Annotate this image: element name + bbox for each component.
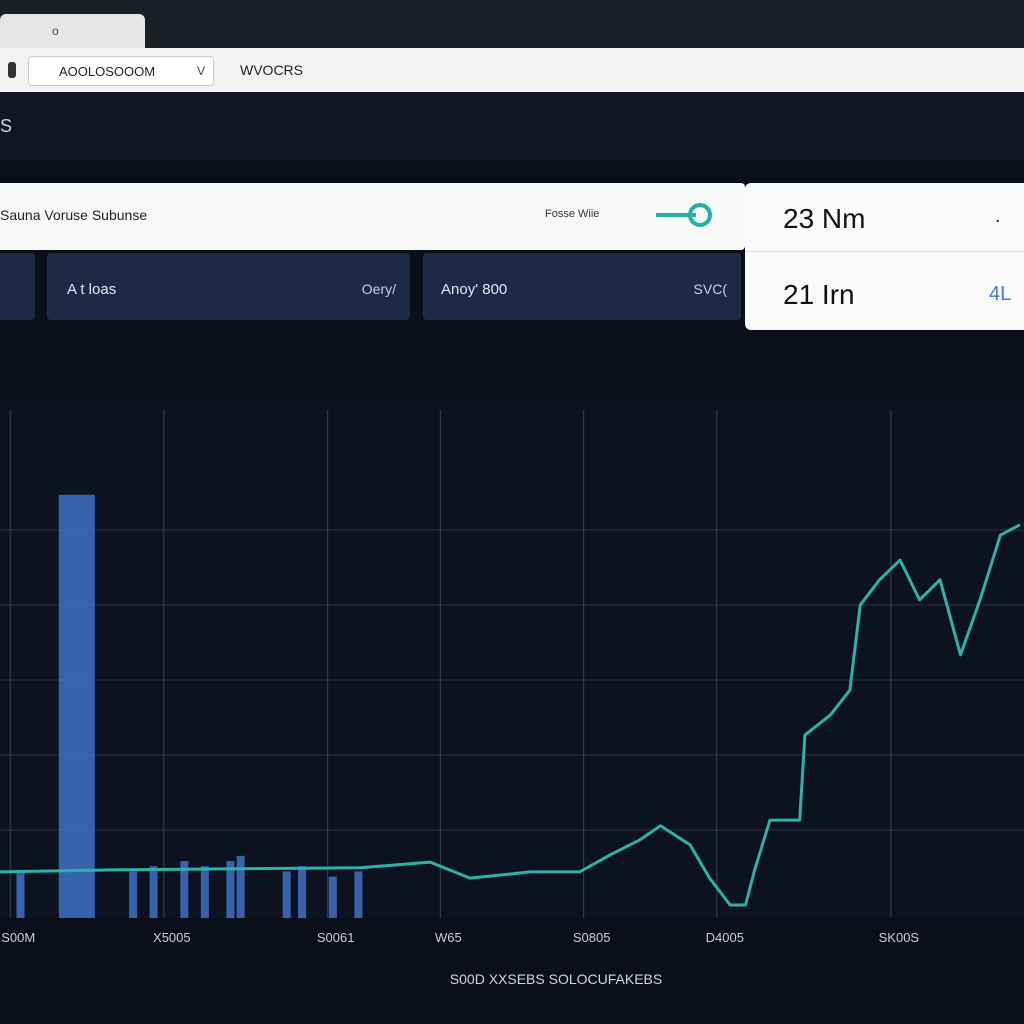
bar	[236, 855, 245, 918]
x-axis-label: S00D XXSEBS SOLOCUFAKEBS	[450, 971, 662, 987]
bar	[282, 871, 291, 918]
card[interactable]: Anoy' 800 SVC(	[423, 253, 741, 320]
browser-tab[interactable]: o	[0, 14, 145, 50]
card-value: Oery/	[361, 281, 396, 297]
bar	[180, 861, 189, 918]
grid	[0, 410, 1024, 918]
bar	[298, 866, 307, 918]
stat-value: 23 Nm	[783, 203, 866, 234]
x-tick-label: S00M	[1, 930, 35, 945]
toggle-label: Fosse Wiie	[545, 208, 600, 220]
address-bar: AOOLOSOOOM V WVOCRS	[0, 48, 1024, 92]
page-label: WVOCRS	[240, 62, 303, 78]
x-tick-label: X5005	[153, 930, 191, 945]
tab-strip	[0, 0, 1024, 48]
bar	[16, 871, 25, 918]
x-tick-label: D4005	[706, 930, 744, 945]
url-field[interactable]: AOOLOSOOOM V	[28, 56, 214, 86]
card[interactable]	[0, 253, 35, 320]
url-suffix: V	[197, 64, 206, 78]
x-tick-label: S0805	[573, 930, 611, 945]
bar	[149, 866, 158, 918]
divider	[745, 251, 1024, 252]
bar	[354, 871, 363, 918]
tab-icon: o	[52, 24, 59, 38]
url-text: AOOLOSOOOM	[59, 64, 156, 79]
app-header: S	[0, 92, 1024, 160]
bar	[58, 494, 95, 918]
stat-note: .	[995, 205, 1001, 227]
x-tick-label: SK00S	[879, 930, 920, 945]
toggle-knob[interactable]	[688, 203, 712, 227]
x-tick-label: W65	[435, 930, 462, 945]
bar	[200, 866, 209, 918]
x-tick-label: S0061	[317, 930, 355, 945]
card-value: SVC(	[693, 281, 727, 297]
stats-panel: 23 Nm . 21 Irn 4L	[745, 183, 1024, 330]
card-label: Anoy' 800	[441, 281, 508, 298]
card-label: A t loas	[67, 281, 117, 298]
bar	[328, 876, 337, 918]
header-title: S	[0, 116, 13, 136]
chart: S00M X5005 S0061 W65 S0805 D4005 SK00S S00D XXS…	[0, 400, 1024, 987]
toolbar: Sauna Voruse Subunse Fosse Wiie	[0, 183, 745, 250]
bar	[129, 871, 138, 918]
data-line	[0, 523, 1021, 907]
toggle-track[interactable]	[656, 213, 696, 217]
stat-value: 21 Irn	[783, 279, 855, 310]
toolbar-label: Sauna Voruse Subunse	[0, 207, 148, 223]
stat-note: 4L	[989, 283, 1012, 305]
plot-area	[0, 400, 1024, 918]
bar	[226, 861, 235, 918]
labels: S00M X5005 S0061 W65 S0805 D4005 SK00S S00D XXS…	[1, 930, 919, 987]
card[interactable]: A t loas Oery/	[47, 253, 410, 320]
marks	[0, 494, 1021, 918]
nav-icon[interactable]	[8, 62, 16, 78]
